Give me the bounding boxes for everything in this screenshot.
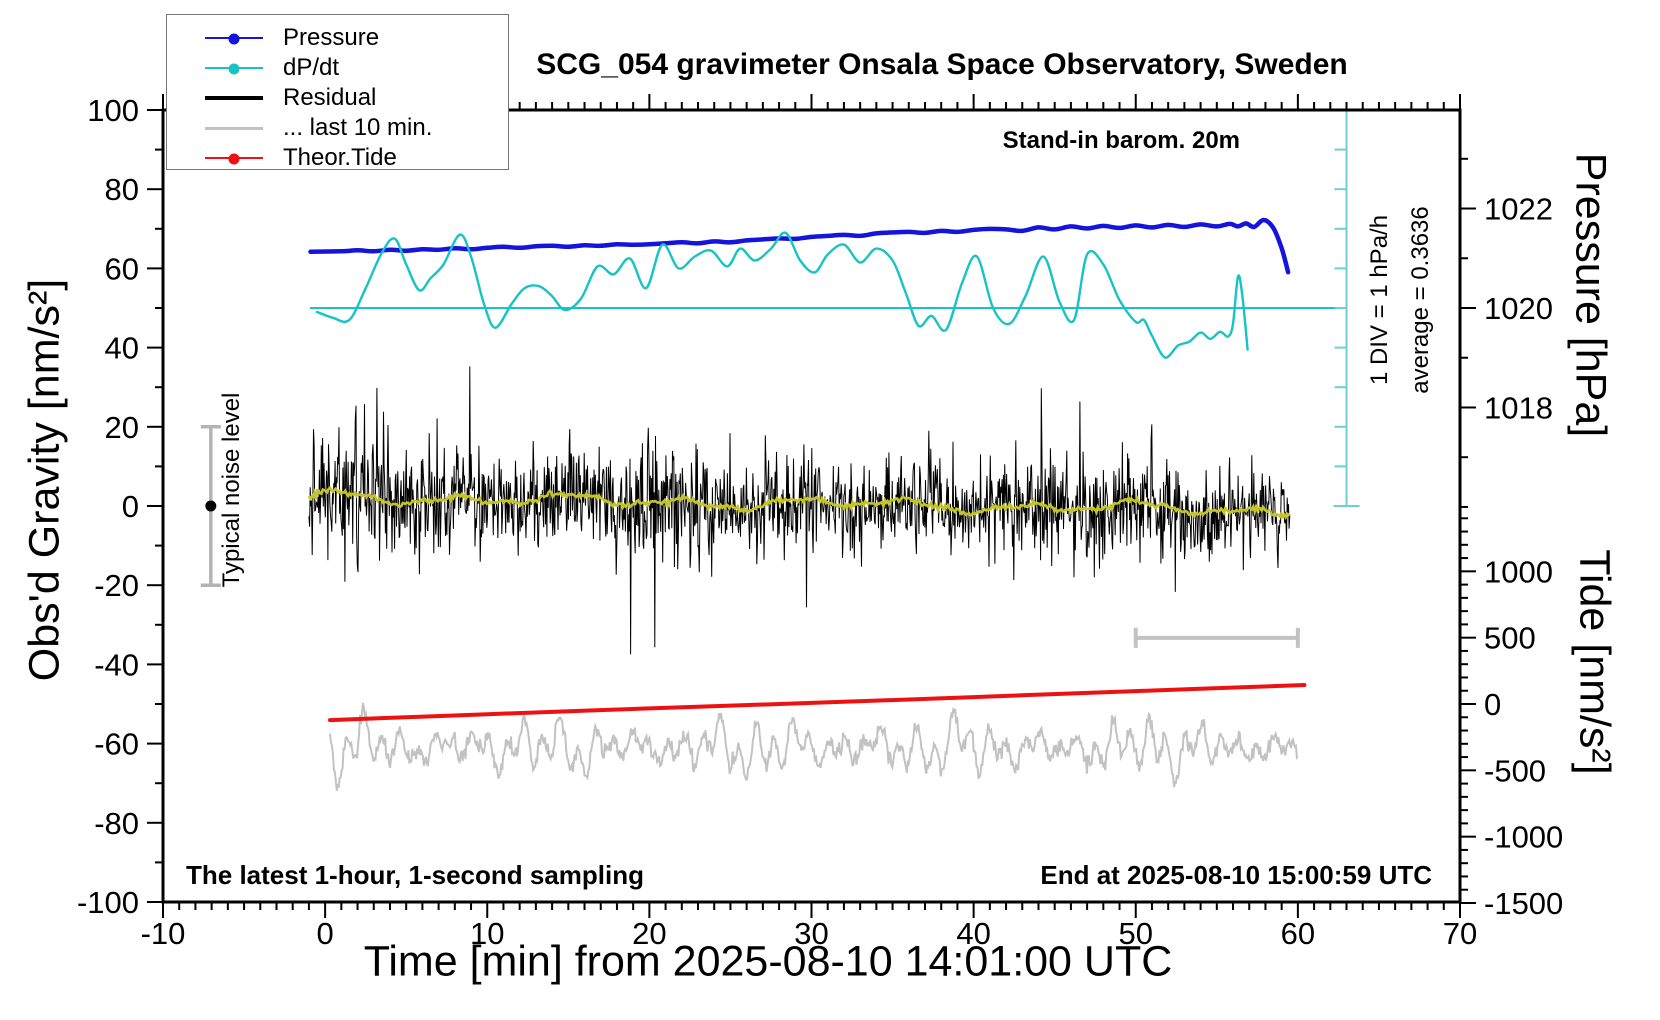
legend-line-sample — [205, 63, 263, 75]
x-tick-label: -10 — [141, 916, 186, 951]
legend-marker-dot — [228, 153, 240, 165]
x-tick-label: 50 — [1119, 916, 1153, 951]
legend-item-tide: Theor.Tide — [167, 143, 508, 173]
legend-item-last10: ... last 10 min. — [167, 113, 508, 143]
end-time-note: End at 2025-08-10 15:00:59 UTC — [1040, 860, 1432, 890]
y-left-tick-label: 20 — [105, 410, 139, 445]
tide-tick-label: -500 — [1484, 753, 1546, 788]
pressure-axis-title: Pressure [hPa] — [1566, 152, 1615, 438]
y-left-axis-title: Obs'd Gravity [nm/s²] — [20, 278, 69, 682]
legend-box: Pressure dP/dt Residual ... last 10 min. The… — [166, 14, 509, 173]
y-left-tick-label: 100 — [87, 93, 139, 128]
legend-label: Theor.Tide — [283, 144, 397, 171]
div-scale-label: 1 DIV = 1 hPa/h — [1366, 214, 1393, 386]
x-tick-label: 0 — [317, 916, 334, 951]
x-tick-label: 20 — [632, 916, 666, 951]
axis-ticks — [147, 94, 1476, 918]
y-left-tick-label: -60 — [94, 727, 139, 762]
y-left-tick-label: 40 — [105, 331, 139, 366]
y-left-tick-label: 80 — [105, 172, 139, 207]
series-last-10-min — [329, 702, 1299, 791]
y-left-tick-label: 60 — [105, 251, 139, 286]
axis-tick-labels: -10 0 10 20 30 40 50 60 70100806040200-20-40-60-… — [77, 93, 1563, 951]
average-label: average = 0.3636 — [1407, 206, 1434, 394]
legend-line-sample — [205, 33, 263, 45]
legend-item-residual: Residual — [167, 83, 508, 113]
pressure-tick-label: 1020 — [1484, 291, 1553, 326]
series-residual-filtered — [307, 485, 1291, 521]
legend-item-pressure: Pressure — [167, 23, 508, 53]
tide-axis-title: Tide [nm/s²] — [1570, 549, 1619, 775]
last10-window-bracket — [1133, 627, 1300, 648]
series-pressure — [308, 217, 1291, 275]
legend-label: Pressure — [283, 24, 380, 51]
div-scale — [1333, 109, 1360, 507]
stand-in-annotation: Stand-in barom. 20m — [1002, 127, 1240, 154]
legend-label: ... last 10 min. — [283, 114, 433, 141]
tide-tick-label: 1000 — [1484, 554, 1553, 589]
legend-line-sample — [205, 126, 263, 130]
noise-level-label: Typical noise level — [218, 392, 245, 588]
tide-tick-label: -1500 — [1484, 886, 1563, 921]
x-tick-label: 70 — [1443, 916, 1477, 951]
tide-tick-label: 0 — [1484, 687, 1501, 722]
pressure-tick-label: 1022 — [1484, 192, 1553, 227]
legend-marker-dot — [228, 33, 240, 45]
x-axis-title: Time [min] from 2025-08-10 14:01:00 UTC — [363, 937, 1173, 986]
x-tick-label: 60 — [1281, 916, 1315, 951]
chart-title: SCG_054 gravimeter Onsala Space Observat… — [536, 48, 1348, 81]
series-residual — [308, 366, 1291, 655]
legend-line-sample — [205, 96, 263, 100]
typical-noise-errorbar — [200, 425, 221, 587]
tide-tick-label: -1000 — [1484, 820, 1563, 855]
y-left-tick-label: -20 — [94, 568, 139, 603]
pressure-tick-label: 1018 — [1484, 390, 1553, 425]
legend-label: dP/dt — [283, 54, 340, 81]
series-dp-dt — [315, 231, 1249, 359]
legend-item-dpdt: dP/dt — [167, 53, 508, 83]
legend-label: Residual — [283, 84, 377, 111]
y-left-tick-label: 0 — [122, 489, 139, 524]
legend-marker-dot — [228, 63, 240, 75]
x-tick-label: 10 — [470, 916, 504, 951]
y-left-tick-label: -40 — [94, 647, 139, 682]
sampling-note: The latest 1-hour, 1-second sampling — [186, 860, 644, 890]
legend-line-sample — [205, 153, 263, 165]
series-theor-tide — [328, 683, 1307, 723]
x-tick-label: 40 — [956, 916, 990, 951]
y-left-tick-label: -80 — [94, 806, 139, 841]
x-tick-label: 30 — [794, 916, 828, 951]
tide-tick-label: 500 — [1484, 621, 1536, 656]
y-left-tick-label: -100 — [77, 885, 139, 920]
